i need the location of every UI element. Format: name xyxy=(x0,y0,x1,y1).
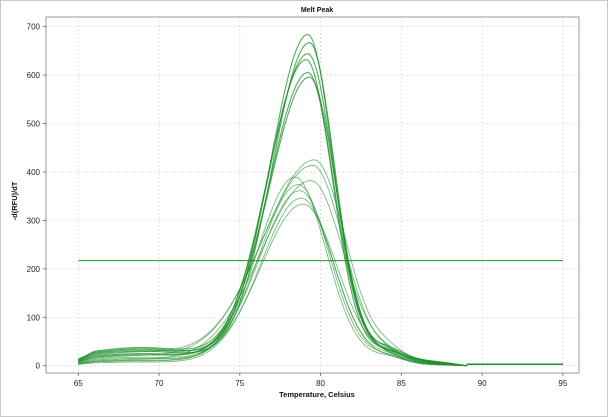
y-tick-label: 500 xyxy=(27,120,41,129)
y-tick-label: 100 xyxy=(27,313,41,322)
x-tick-label: 70 xyxy=(155,379,164,388)
y-tick-label: 0 xyxy=(36,362,41,371)
x-tick-label: 75 xyxy=(235,379,244,388)
y-tick-label: 200 xyxy=(27,265,41,274)
y-tick-label: 700 xyxy=(27,23,41,32)
chart-title: Melt Peak xyxy=(301,7,333,14)
melt-curve-14 xyxy=(78,203,563,367)
y-tick-label: 300 xyxy=(27,216,41,225)
x-axis-label: Temperature, Celsius xyxy=(279,390,355,399)
y-axis-label: -d(RFU)/dT xyxy=(10,181,19,220)
x-tick-label: 80 xyxy=(316,379,325,388)
x-tick-label: 85 xyxy=(397,379,406,388)
x-tick-label: 90 xyxy=(478,379,487,388)
x-tick-label: 95 xyxy=(558,379,567,388)
plot-area xyxy=(45,16,580,374)
y-tick-label: 600 xyxy=(27,71,41,80)
melt-curve-1 xyxy=(78,33,563,367)
y-tick-label: 400 xyxy=(27,168,41,177)
x-tick-label: 65 xyxy=(74,379,83,388)
